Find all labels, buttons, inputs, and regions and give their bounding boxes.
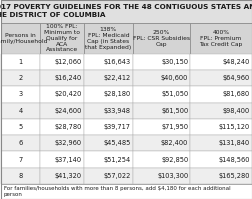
Bar [132,86,190,103]
Text: 6: 6 [18,140,23,146]
Text: 2017 POVERTY GUIDELINES FOR THE 48 CONTIGUOUS STATES AND
THE DISTRICT OF COLUMBI: 2017 POVERTY GUIDELINES FOR THE 48 CONTI… [0,4,252,18]
Bar [1,54,40,70]
Bar [190,151,251,168]
Bar [1,103,40,119]
Text: 138%
FPL: Medicaid
Cap (in States
that Expanded): 138% FPL: Medicaid Cap (in States that E… [85,27,131,50]
Text: $92,850: $92,850 [161,157,187,163]
Bar [40,23,84,54]
Text: $32,960: $32,960 [54,140,82,146]
Text: $103,300: $103,300 [156,173,187,179]
Text: $131,840: $131,840 [217,140,249,146]
Bar [84,86,132,103]
Text: $71,950: $71,950 [161,124,187,130]
Bar [40,54,84,70]
Bar [190,135,251,151]
Text: $98,400: $98,400 [222,108,249,114]
Bar [84,23,132,54]
Text: 5: 5 [18,124,23,130]
Bar [132,119,190,135]
Text: $61,500: $61,500 [161,108,187,114]
Bar [84,119,132,135]
Text: $40,600: $40,600 [160,75,187,81]
Bar [84,135,132,151]
Bar [84,168,132,184]
Text: $28,780: $28,780 [54,124,82,130]
Text: $24,600: $24,600 [54,108,82,114]
Bar [132,54,190,70]
Text: $82,400: $82,400 [160,140,187,146]
Bar [40,70,84,86]
Bar [1,70,40,86]
Text: $45,485: $45,485 [103,140,130,146]
Bar [40,168,84,184]
Text: $16,240: $16,240 [54,75,82,81]
Text: $165,280: $165,280 [217,173,249,179]
Bar [84,103,132,119]
Bar [1,119,40,135]
Text: $41,320: $41,320 [54,173,82,179]
Bar [1,23,40,54]
Text: $148,560: $148,560 [217,157,249,163]
Text: 7: 7 [18,157,23,163]
Text: $57,022: $57,022 [103,173,130,179]
Text: 8: 8 [18,173,23,179]
Text: $39,717: $39,717 [103,124,130,130]
Bar [84,54,132,70]
Text: $12,060: $12,060 [54,59,82,65]
Text: $22,412: $22,412 [103,75,130,81]
Text: $28,180: $28,180 [103,92,130,98]
Bar [132,70,190,86]
Text: $64,960: $64,960 [222,75,249,81]
Bar [1,168,40,184]
Text: $51,050: $51,050 [161,92,187,98]
Text: 4: 4 [18,108,23,114]
Bar [40,119,84,135]
Bar [190,103,251,119]
Text: 100% FPL:
Minimum to
Qualify for
ACA
Assistance: 100% FPL: Minimum to Qualify for ACA Ass… [44,24,80,52]
Text: For families/households with more than 8 persons, add $4,180 for each additional: For families/households with more than 8… [4,185,230,197]
Text: Persons in
Family/Household: Persons in Family/Household [0,33,47,44]
Bar [190,54,251,70]
Bar [190,119,251,135]
Text: $115,120: $115,120 [217,124,249,130]
Bar [40,103,84,119]
Bar [132,23,190,54]
Text: $30,150: $30,150 [161,59,187,65]
Bar [1,0,251,23]
Text: $16,643: $16,643 [103,59,130,65]
Text: $51,254: $51,254 [103,157,130,163]
Bar [1,184,251,199]
Bar [132,151,190,168]
Text: 2: 2 [18,75,23,81]
Bar [40,151,84,168]
Text: $20,420: $20,420 [54,92,82,98]
Bar [40,86,84,103]
Bar [1,151,40,168]
Bar [190,23,251,54]
Text: 250%
FPL: CSR Subsidies
Cap: 250% FPL: CSR Subsidies Cap [133,30,189,47]
Bar [1,86,40,103]
Bar [132,135,190,151]
Bar [84,70,132,86]
Bar [132,168,190,184]
Text: $48,240: $48,240 [222,59,249,65]
Text: $81,680: $81,680 [222,92,249,98]
Text: 400%
FPL: Premium
Tax Credit Cap: 400% FPL: Premium Tax Credit Cap [199,30,242,47]
Bar [190,168,251,184]
Bar [132,103,190,119]
Text: 3: 3 [19,92,23,98]
Text: 1: 1 [19,59,23,65]
Bar [1,135,40,151]
Bar [40,135,84,151]
Text: $33,948: $33,948 [103,108,130,114]
Text: $37,140: $37,140 [54,157,82,163]
Bar [84,151,132,168]
Bar [190,70,251,86]
Bar [190,86,251,103]
